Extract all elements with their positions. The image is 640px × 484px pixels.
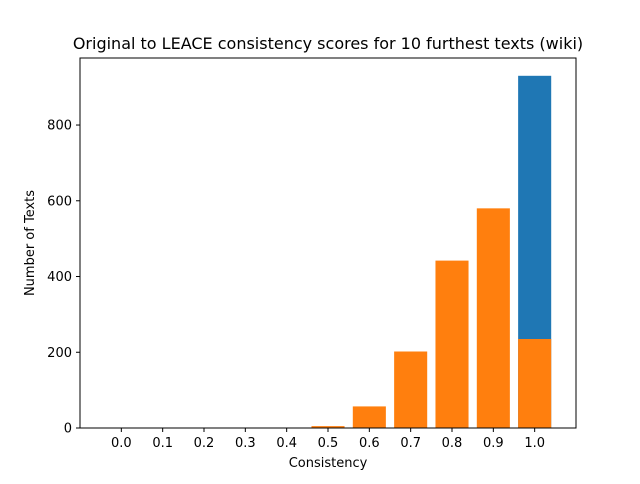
y-axis-label: Number of Texts — [23, 190, 38, 296]
x-axis: 0.0 0.1 0.2 0.3 0.4 0.5 0.6 0.7 0.8 0.9 1.0 — [111, 428, 545, 451]
x-tick-label: 0.2 — [194, 436, 215, 451]
y-tick-label: 400 — [47, 270, 72, 285]
x-tick-label: 0.8 — [442, 436, 463, 451]
x-tick-label: 1.0 — [524, 436, 545, 451]
y-axis: 0 200 400 600 800 — [47, 119, 80, 437]
x-tick-label: 0.4 — [276, 436, 297, 451]
y-tick-label: 600 — [47, 194, 72, 209]
x-tick-label: 0.0 — [111, 436, 132, 451]
bar-leace-0.6 — [352, 406, 386, 428]
y-tick-label: 0 — [64, 422, 72, 437]
x-axis-label: Consistency — [289, 456, 368, 471]
x-tick-label: 0.1 — [152, 436, 173, 451]
y-tick-label: 800 — [47, 119, 72, 134]
bar-leace-0.9 — [476, 208, 510, 428]
x-tick-label: 0.5 — [318, 436, 339, 451]
x-tick-label: 0.9 — [483, 436, 504, 451]
x-tick-label: 0.6 — [359, 436, 380, 451]
x-tick-label: 0.7 — [400, 436, 421, 451]
bar-leace-1.0 — [518, 339, 552, 428]
chart-title: Original to LEACE consistency scores for… — [73, 34, 583, 53]
x-tick-label: 0.3 — [235, 436, 256, 451]
bar-leace-0.7 — [394, 351, 428, 428]
y-tick-label: 200 — [47, 346, 72, 361]
bars-layer — [311, 75, 552, 429]
bar-leace-0.5 — [311, 426, 345, 428]
bar-leace-0.8 — [435, 260, 469, 428]
